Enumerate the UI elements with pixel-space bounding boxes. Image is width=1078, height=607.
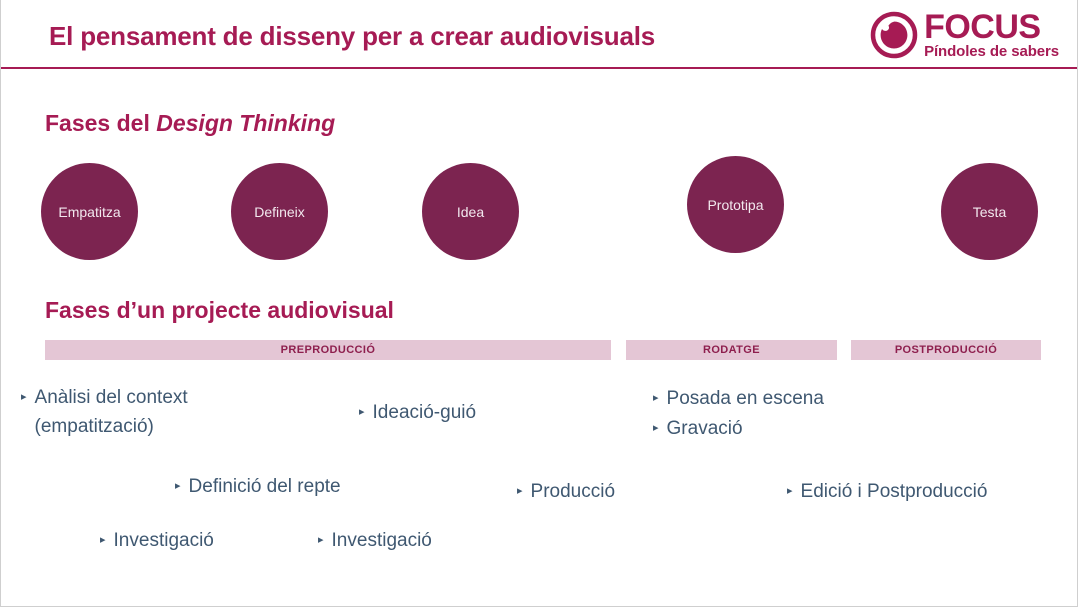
list-item-label: Anàlisi del context (empatització) — [34, 387, 188, 437]
triangle-bullet-icon: ▸ — [517, 485, 523, 497]
phase-circle-empatitza[interactable]: Empatitza — [41, 163, 138, 260]
list-item-label: Ideació-guió — [372, 402, 477, 423]
list-item-analisi-context: ▸ Anàlisi del context (empatització) — [21, 384, 321, 441]
triangle-bullet-icon: ▸ — [100, 534, 106, 546]
list-item-label: Producció — [530, 481, 616, 502]
phase-bar-label: PREPRODUCCIÓ — [280, 344, 376, 356]
phase-bar-label: RODATGE — [703, 344, 760, 356]
phase-bar-preproduccio: PREPRODUCCIÓ — [45, 340, 611, 360]
list-item-label: Gravació — [666, 418, 743, 439]
phase-bar-rodatge: RODATGE — [626, 340, 837, 360]
focus-logo-text: FOCUS Píndoles de sabers — [924, 7, 1059, 61]
phase-circle-label: Testa — [972, 203, 1007, 220]
triangle-bullet-icon: ▸ — [175, 480, 181, 492]
list-item-investigacio-2: ▸ Investigació — [318, 527, 432, 556]
list-item-label: Definició del repte — [188, 476, 341, 497]
list-item-posada-en-escena: ▸ Posada en escena — [653, 385, 824, 414]
design-thinking-heading-plain: Fases del — [45, 110, 157, 136]
audiovisual-heading: Fases d’un projecte audiovisual — [45, 297, 394, 323]
triangle-bullet-icon: ▸ — [21, 391, 27, 403]
triangle-bullet-icon: ▸ — [318, 534, 324, 546]
slide-header: El pensament de disseny per a crear audi… — [1, 0, 1077, 69]
triangle-bullet-icon: ▸ — [653, 422, 659, 434]
triangle-bullet-icon: ▸ — [787, 485, 793, 497]
phase-circle-label: Idea — [456, 203, 485, 220]
list-item-definicio-repte: ▸ Definició del repte — [175, 473, 341, 502]
phase-circle-defineix[interactable]: Defineix — [231, 163, 328, 260]
focus-circle-logo-icon — [870, 11, 918, 59]
focus-logo-wordmark: FOCUS — [924, 7, 1041, 46]
focus-logo: FOCUS Píndoles de sabers — [870, 8, 1059, 62]
phase-circle-label: Empatitza — [58, 203, 121, 220]
phase-circle-prototipa[interactable]: Prototipa — [687, 156, 784, 253]
phase-circle-testa[interactable]: Testa — [941, 163, 1038, 260]
list-item-label: Edició i Postproducció — [800, 481, 988, 502]
focus-logo-tagline: Píndoles de sabers — [924, 43, 1059, 61]
list-item-investigacio-1: ▸ Investigació — [100, 527, 214, 556]
list-item-gravacio: ▸ Gravació — [653, 415, 743, 444]
design-thinking-heading-italic: Design Thinking — [156, 110, 336, 136]
phase-circle-idea[interactable]: Idea — [422, 163, 519, 260]
phase-circle-label: Defineix — [254, 203, 305, 220]
triangle-bullet-icon: ▸ — [653, 392, 659, 404]
list-item-label: Posada en escena — [666, 388, 824, 409]
list-item-ideacio-guio: ▸ Ideació-guió — [359, 399, 476, 428]
design-thinking-heading: Fases del Design Thinking — [45, 110, 335, 137]
list-item-label: Investigació — [113, 530, 214, 551]
phase-circle-label: Prototipa — [707, 196, 764, 213]
list-item-edicio-postproduccio: ▸ Edició i Postproducció — [787, 478, 987, 507]
page-title: El pensament de disseny per a crear audi… — [49, 21, 655, 51]
phase-bar-label: POSTPRODUCCIÓ — [894, 344, 998, 356]
phase-bar-postproduccio: POSTPRODUCCIÓ — [851, 340, 1041, 360]
list-item-label: Investigació — [331, 530, 432, 551]
triangle-bullet-icon: ▸ — [359, 406, 365, 418]
list-item-produccio: ▸ Producció — [517, 478, 615, 507]
